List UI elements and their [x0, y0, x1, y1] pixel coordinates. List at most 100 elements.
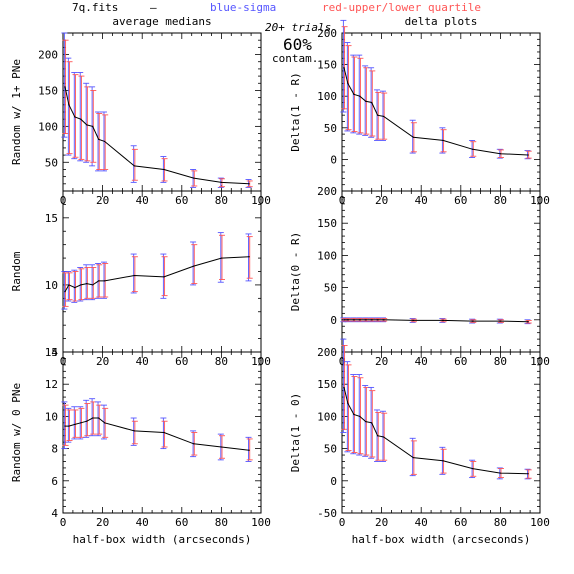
data-point — [220, 181, 222, 183]
y-tick-label: 4 — [51, 507, 58, 520]
y-tick-label: 100 — [317, 249, 337, 262]
y-axis-label: Random w/ 0 PNe — [10, 383, 23, 482]
data-point — [64, 291, 66, 293]
data-point — [365, 420, 367, 423]
y-tick-label: 200 — [317, 346, 337, 359]
data-point — [353, 319, 355, 321]
x-tick-label: 40 — [136, 355, 149, 368]
data-point — [163, 168, 165, 171]
x-tick-label: 80 — [215, 355, 228, 368]
data-point — [68, 284, 70, 286]
plot-frame — [341, 190, 541, 353]
median-line — [343, 67, 529, 156]
x-tick-label: 20 — [375, 516, 388, 529]
data-point — [365, 100, 367, 102]
data-point — [377, 435, 379, 437]
header-contam-word: contam. — [272, 52, 318, 65]
x-tick-label: 80 — [215, 516, 228, 529]
quartile-error-bar — [345, 45, 352, 131]
data-point — [133, 274, 135, 277]
y-tick-label: 150 — [317, 59, 337, 72]
plot-frame — [341, 32, 541, 192]
panel-title: delta plots — [405, 15, 478, 28]
data-point — [347, 82, 349, 85]
quartile-error-bar — [131, 148, 138, 181]
sigma-error-bar — [160, 253, 167, 299]
y-axis-label: Delta(1 - 0) — [289, 393, 302, 472]
quartile-error-bar — [72, 409, 79, 438]
y-tick-label: 8 — [51, 443, 58, 456]
sigma-error-bar — [245, 436, 252, 462]
sigma-error-bar — [356, 54, 363, 135]
data-point — [365, 319, 367, 321]
y-tick-label: -50 — [317, 507, 337, 520]
data-point — [86, 420, 88, 422]
quartile-error-bar — [525, 469, 532, 479]
y-tick-label: 200 — [317, 185, 337, 198]
quartile-error-bar — [96, 112, 103, 170]
y-tick-label: 150 — [38, 84, 58, 97]
quartile-error-bar — [131, 420, 138, 445]
plot-frame — [341, 351, 541, 514]
y-axis-label: Random w/ 1+ PNe — [10, 59, 23, 165]
quartile-error-bar — [357, 377, 364, 455]
x-tick-label: 60 — [175, 194, 188, 207]
x-tick-label: 40 — [136, 516, 149, 529]
y-tick-label: 0 — [330, 153, 337, 166]
data-point — [193, 177, 195, 179]
data-point — [371, 319, 373, 321]
quartile-error-bar — [84, 267, 91, 299]
sigma-error-bar — [95, 111, 102, 172]
x-axis-label: half-box width (arcseconds) — [352, 533, 531, 546]
sigma-error-bar — [344, 42, 351, 132]
data-point — [64, 86, 66, 88]
y-tick-label: 200 — [317, 27, 337, 40]
data-point — [74, 116, 76, 118]
sigma-error-bar — [130, 417, 137, 446]
y-tick-label: 6 — [51, 475, 58, 488]
quartile-error-bar — [72, 74, 79, 158]
quartile-error-bar — [246, 438, 253, 461]
data-point — [163, 431, 165, 434]
data-point — [527, 154, 529, 156]
x-tick-label: 40 — [415, 194, 428, 207]
y-tick-label: 100 — [317, 410, 337, 423]
y-tick-label: 50 — [324, 122, 337, 135]
data-point — [472, 467, 474, 470]
y-tick-label: 50 — [45, 156, 58, 169]
data-point — [92, 417, 94, 419]
header-file: 7q.fits — [72, 1, 118, 14]
data-point — [472, 320, 474, 322]
x-tick-label: 60 — [175, 355, 188, 368]
data-point — [343, 386, 345, 389]
y-axis-label: Delta(1 - R) — [289, 72, 302, 151]
sigma-error-bar — [95, 401, 102, 437]
header-dash: — — [150, 1, 157, 14]
data-point — [92, 284, 94, 286]
sigma-error-bar — [71, 406, 78, 440]
header-blue-label: blue-sigma — [210, 1, 276, 14]
figure-header: 7q.fits — blue-sigma red-upper/lower qua… — [72, 1, 481, 65]
x-tick-label: 0 — [60, 516, 67, 529]
quartile-error-bar — [191, 244, 198, 285]
data-point — [343, 319, 345, 321]
y-tick-label: 50 — [324, 282, 337, 295]
data-point — [74, 423, 76, 426]
data-point — [347, 402, 349, 405]
x-tick-label: 20 — [375, 194, 388, 207]
sigma-error-bar — [340, 19, 347, 113]
data-point — [382, 115, 385, 118]
data-point — [499, 472, 501, 474]
data-point — [382, 319, 385, 321]
x-tick-label: 0 — [339, 516, 346, 529]
data-point — [343, 67, 345, 69]
x-tick-label: 100 — [530, 516, 550, 529]
data-point — [103, 140, 106, 143]
sigma-error-bar — [83, 264, 90, 301]
quartile-error-bar — [525, 150, 532, 159]
data-point — [193, 443, 195, 445]
quartile-error-bar — [102, 263, 109, 298]
data-point — [220, 446, 222, 448]
